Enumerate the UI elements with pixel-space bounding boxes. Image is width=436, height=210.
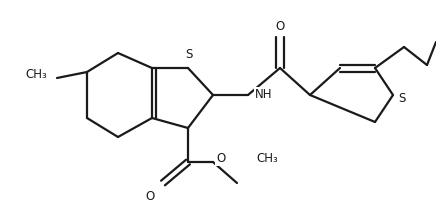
Text: CH₃: CH₃: [25, 67, 47, 80]
Text: O: O: [216, 151, 225, 164]
Text: O: O: [146, 190, 155, 203]
Text: CH₃: CH₃: [256, 152, 278, 165]
Text: NH: NH: [255, 88, 272, 101]
Text: O: O: [276, 20, 285, 33]
Text: S: S: [185, 48, 193, 61]
Text: S: S: [398, 92, 405, 105]
